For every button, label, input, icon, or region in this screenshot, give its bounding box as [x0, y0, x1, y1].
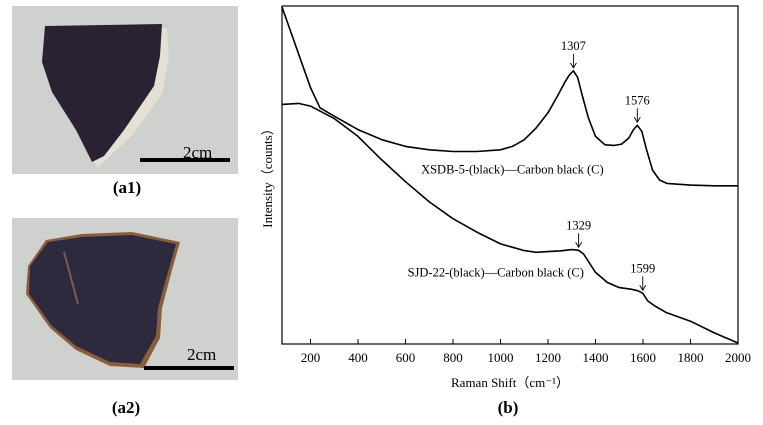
x-tick-label: 1000 — [488, 350, 514, 365]
scale-label-a1: 2cm — [183, 143, 213, 162]
series-label-sjd22: SJD-22-(black)—Carbon black (C) — [408, 265, 584, 279]
sherd-a2 — [29, 235, 176, 364]
x-tick-label: 400 — [348, 350, 368, 365]
sample-photo-a1 — [12, 6, 238, 174]
x-axis-label: Raman Shift（cm⁻¹） — [451, 375, 569, 390]
peak-arrow-head — [575, 242, 583, 249]
scale-bar-a2 — [144, 366, 234, 370]
panel-label-a2: (a2) — [111, 398, 141, 417]
peak-arrow-head — [633, 117, 641, 124]
x-tick-label: 1600 — [630, 350, 656, 365]
y-axis-label: Intensity（counts） — [260, 122, 275, 227]
spectrum-line-2 — [281, 102, 739, 344]
x-tick-label: 1200 — [535, 350, 561, 365]
spectrum-line-1 — [281, 6, 738, 187]
x-tick-label: 200 — [301, 350, 321, 365]
peak-label: 1576 — [625, 93, 650, 107]
sherd-a1 — [42, 24, 162, 162]
panel-label-a1: (a1) — [112, 178, 142, 197]
plot-frame — [281, 5, 739, 345]
x-tick-label: 600 — [396, 350, 416, 365]
x-tick-label: 1800 — [678, 350, 704, 365]
peak-label: 1599 — [630, 261, 655, 275]
x-axis-ticks: 200 400 600 800 1000 1200 1400 1600 1800 2000 — [301, 339, 751, 365]
x-tick-label: 2000 — [725, 350, 751, 365]
series-label-xsdb5: XSDB-5-(black)—Carbon black (C) — [421, 162, 604, 176]
sample-photo-a2 — [12, 218, 238, 380]
peak-arrow-head — [639, 285, 647, 292]
peak-label: 1307 — [561, 39, 586, 53]
x-tick-label: 1400 — [583, 350, 609, 365]
peak-annotations: 1307 1576 1329 1599 — [561, 39, 655, 292]
sherd-a1-image — [42, 24, 230, 168]
sherd-a2-image — [26, 232, 234, 370]
scale-label-a2: 2cm — [187, 345, 217, 364]
peak-arrow-head — [570, 62, 577, 69]
spectra-lines — [281, 6, 739, 344]
scale-bar-a1 — [140, 158, 230, 162]
raman-spectra-chart: 200 400 600 800 1000 1200 1400 1600 1800 2000 130… — [260, 5, 751, 390]
x-tick-label: 800 — [443, 350, 463, 365]
panel-label-b: (b) — [497, 398, 519, 417]
peak-label: 1329 — [566, 218, 591, 232]
